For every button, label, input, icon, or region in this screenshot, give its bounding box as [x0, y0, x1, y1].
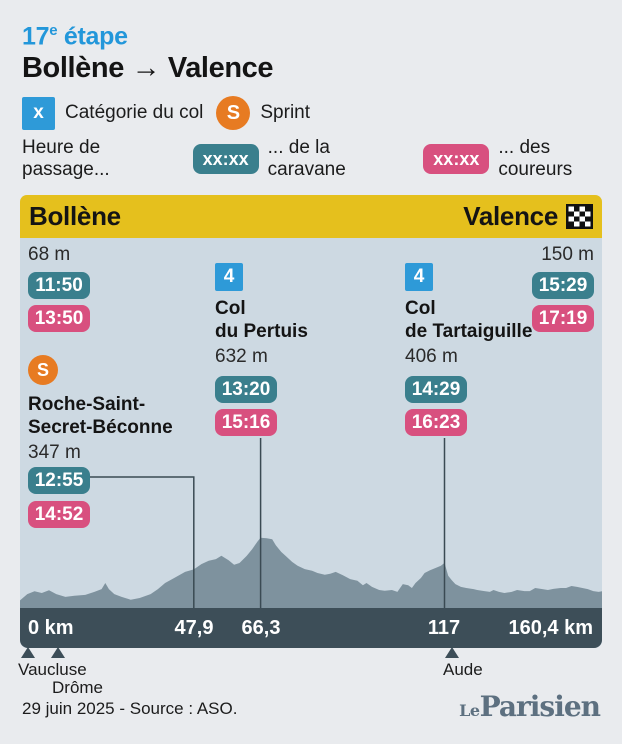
- legend-row-passage-times: Heure de passage... xx:xx ... de la cara…: [22, 137, 622, 181]
- waypoint-start: 68 m 11:50 13:50: [28, 244, 90, 332]
- sprint-riders-time: 14:52: [28, 501, 90, 528]
- stage-word: étape: [57, 22, 128, 51]
- col-riders-time: 16:23: [405, 409, 467, 436]
- logo-le: Le: [459, 701, 480, 720]
- col-category-badge: 4: [405, 263, 433, 291]
- col-category-legend-label: Catégorie du col: [65, 102, 204, 123]
- axis-tick-col1: 66,3: [241, 617, 281, 639]
- finish-elevation: 150 m: [541, 244, 594, 265]
- finish-riders-time: 17:19: [532, 305, 594, 332]
- department-label-aude: Aude: [443, 660, 483, 679]
- department-marker-icon: [21, 647, 35, 658]
- sprint-legend-label: Sprint: [260, 102, 311, 123]
- col-caravan-time: 14:29: [405, 376, 467, 403]
- km-axis-bar: 0 km 47,9 66,3 117 160,4 km: [20, 608, 602, 648]
- department-label-vaucluse: Vaucluse: [18, 660, 87, 679]
- le-parisien-logo: Le Parisien: [459, 690, 601, 723]
- axis-tick-sprint: 47,9: [174, 617, 214, 639]
- sprint-connector-line: [90, 476, 195, 608]
- sprint-name-line1: Roche-Saint-: [28, 394, 146, 415]
- waypoint-sprint: S Roche-Saint- Secret-Béconne 347 m 12:5…: [28, 355, 173, 528]
- axis-tick-start: 0 km: [28, 617, 74, 639]
- stage-ordinal-sup: e: [49, 22, 58, 39]
- start-riders-time: 13:50: [28, 305, 90, 332]
- route-title: Bollène → Valence: [22, 52, 274, 84]
- start-caravan-time: 11:50: [28, 272, 90, 299]
- col-category-legend-icon: x: [22, 96, 55, 130]
- stage-number: 17: [22, 22, 50, 51]
- elevation-chart: Bollène Valence 68 m 11:50: [20, 195, 602, 648]
- col-caravan-time: 13:20: [215, 376, 277, 403]
- caravan-label: ... de la caravane: [267, 137, 346, 180]
- waypoint-col-tartaiguille: 4 Col de Tartaiguille 406 m 14:29 16:23: [405, 263, 532, 436]
- logo-parisien: Parisien: [479, 690, 601, 723]
- finish-city-label: Valence: [463, 201, 558, 231]
- caravan-time-chip: xx:xx: [192, 144, 259, 174]
- start-city-label: Bollène: [29, 201, 121, 231]
- sprint-badge: S: [28, 355, 58, 385]
- col-name-line2: de Tartaiguille: [405, 321, 533, 342]
- waypoint-col-pertuis: 4 Col du Pertuis 632 m 13:20 15:16: [215, 263, 308, 436]
- department-label-drome: Drôme: [52, 678, 104, 697]
- finish-city-group: Valence: [463, 201, 593, 232]
- source-caption: 29 juin 2025 - Source : ASO.: [22, 699, 238, 718]
- department-marker-icon: [445, 647, 459, 658]
- sprint-legend-icon: S: [216, 96, 251, 130]
- department-marker-icon: [51, 647, 65, 658]
- sprint-name-line2: Secret-Béconne: [28, 417, 173, 438]
- col-name-line2: du Pertuis: [215, 321, 308, 342]
- axis-tick-col2: 117: [427, 617, 461, 639]
- finish-flag-icon: [566, 204, 593, 229]
- sprint-elevation: 347 m: [28, 442, 81, 463]
- profile-area: [20, 537, 602, 608]
- waypoint-finish: 150 m 15:29 17:19: [532, 244, 594, 332]
- riders-time-chip: xx:xx: [423, 144, 490, 174]
- col-name-line1: Col: [215, 298, 246, 319]
- elevation-profile-plot: [20, 438, 602, 608]
- legend-row-categories: x Catégorie du col S Sprint: [22, 96, 310, 130]
- col-riders-time: 15:16: [215, 409, 277, 436]
- passage-label: Heure de passage...: [22, 137, 110, 180]
- sprint-caravan-time: 12:55: [28, 467, 90, 494]
- col-category-badge: 4: [215, 263, 243, 291]
- col-elevation: 406 m: [405, 346, 458, 367]
- stage-title: 17e étape: [22, 22, 128, 51]
- chart-header-bar: Bollène Valence: [20, 195, 602, 238]
- col-name-line1: Col: [405, 298, 436, 319]
- axis-tick-finish: 160,4 km: [508, 617, 593, 639]
- riders-label: ... des coureurs: [498, 137, 573, 180]
- finish-caravan-time: 15:29: [532, 272, 594, 299]
- col-elevation: 632 m: [215, 346, 268, 367]
- start-elevation: 68 m: [28, 244, 71, 265]
